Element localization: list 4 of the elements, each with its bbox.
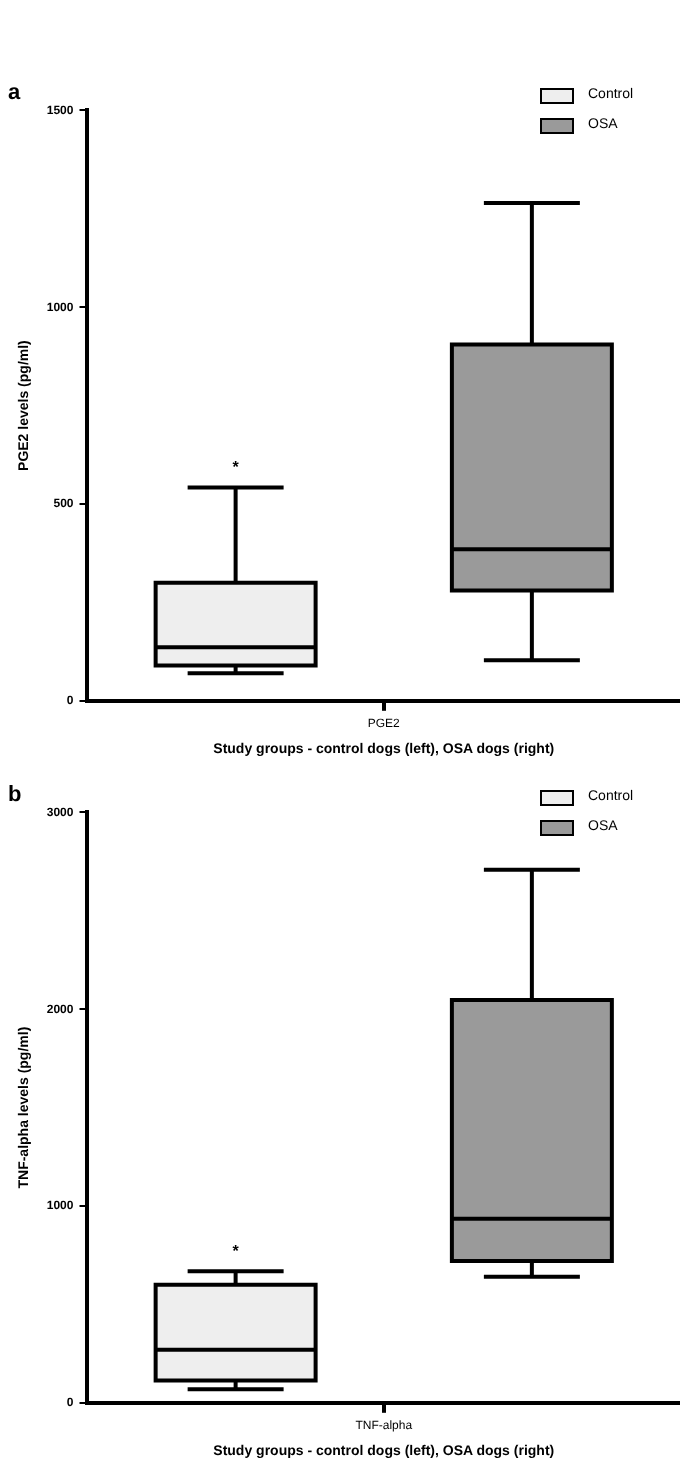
chart-title: a <box>8 81 22 106</box>
chart-title: b <box>8 783 22 808</box>
annotation: * <box>232 1241 241 1260</box>
annotation: * <box>232 457 241 476</box>
